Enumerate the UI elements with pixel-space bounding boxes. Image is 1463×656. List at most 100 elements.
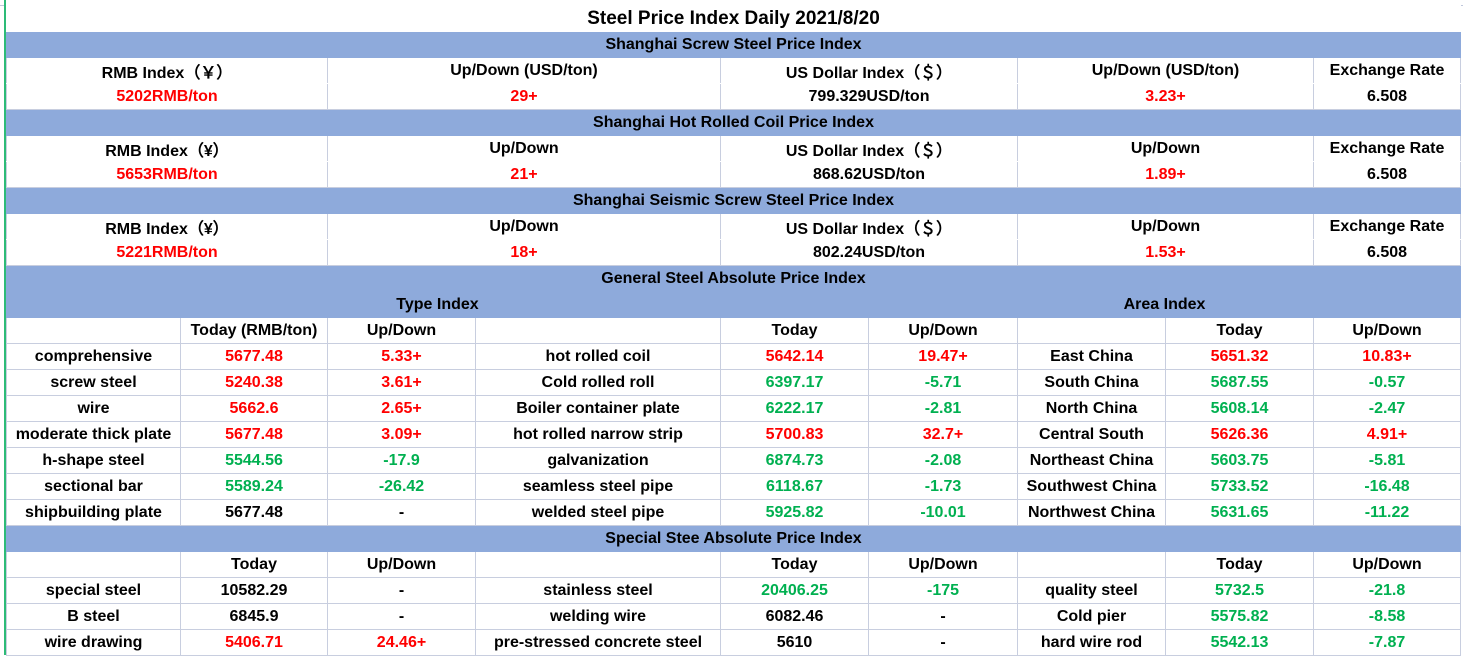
value-cell[interactable]: 21+ [327, 161, 721, 188]
sheet-title[interactable]: Steel Price Index Daily 2021/8/20 [6, 5, 1461, 32]
table-cell[interactable]: -1.73 [868, 473, 1018, 500]
column-label[interactable]: Exchange Rate [1313, 135, 1461, 162]
table-cell[interactable]: 19.47+ [868, 343, 1018, 370]
table-cell[interactable]: Northwest China [1017, 499, 1166, 526]
table-cell[interactable]: -0.57 [1313, 369, 1461, 396]
table-cell[interactable]: -175 [868, 577, 1018, 604]
value-cell[interactable]: 1.89+ [1017, 161, 1314, 188]
table-cell[interactable]: -2.81 [868, 395, 1018, 422]
value-cell[interactable]: 868.62USD/ton [720, 161, 1018, 188]
table-cell[interactable]: Boiler container plate [475, 395, 721, 422]
value-cell[interactable]: 6.508 [1313, 161, 1461, 188]
table-cell[interactable]: 5406.71 [180, 629, 328, 656]
table-cell[interactable]: South China [1017, 369, 1166, 396]
table-cell[interactable]: 20406.25 [720, 577, 869, 604]
table-cell[interactable]: Southwest China [1017, 473, 1166, 500]
table-cell[interactable]: shipbuilding plate [6, 499, 181, 526]
value-cell[interactable]: 5202RMB/ton [6, 83, 328, 110]
column-header[interactable]: Today [1165, 317, 1314, 344]
column-header[interactable]: Today [720, 551, 869, 578]
table-cell[interactable]: h-shape steel [6, 447, 181, 474]
table-cell[interactable]: Cold rolled roll [475, 369, 721, 396]
column-label[interactable]: RMB Index（¥） [6, 213, 328, 240]
value-cell[interactable]: 5653RMB/ton [6, 161, 328, 188]
table-cell[interactable]: -5.71 [868, 369, 1018, 396]
table-cell[interactable]: 5651.32 [1165, 343, 1314, 370]
column-label[interactable]: US Dollar Index（＄） [720, 135, 1018, 162]
value-cell[interactable]: 6.508 [1313, 83, 1461, 110]
table-cell[interactable]: North China [1017, 395, 1166, 422]
table-cell[interactable]: Northeast China [1017, 447, 1166, 474]
table-cell[interactable]: 5677.48 [180, 499, 328, 526]
column-label[interactable]: Exchange Rate [1313, 213, 1461, 240]
section-header[interactable]: Shanghai Hot Rolled Coil Price Index [6, 109, 1461, 136]
column-header[interactable] [6, 551, 181, 578]
column-header[interactable]: Today [180, 551, 328, 578]
table-cell[interactable]: 10582.29 [180, 577, 328, 604]
section-header[interactable]: Shanghai Screw Steel Price Index [6, 31, 1461, 58]
column-header[interactable]: Up/Down [327, 317, 476, 344]
column-header[interactable] [475, 551, 721, 578]
table-cell[interactable]: 2.65+ [327, 395, 476, 422]
section-header[interactable]: Special Stee Absolute Price Index [6, 525, 1461, 552]
column-label[interactable]: Up/Down (USD/ton) [327, 57, 721, 84]
column-header[interactable]: Up/Down [868, 551, 1018, 578]
column-label[interactable]: Exchange Rate [1313, 57, 1461, 84]
column-header[interactable]: Up/Down [1313, 317, 1461, 344]
table-cell[interactable]: East China [1017, 343, 1166, 370]
table-cell[interactable]: -8.58 [1313, 603, 1461, 630]
table-cell[interactable]: 5631.65 [1165, 499, 1314, 526]
table-cell[interactable]: -5.81 [1313, 447, 1461, 474]
table-cell[interactable]: 5575.82 [1165, 603, 1314, 630]
column-label[interactable]: Up/Down (USD/ton) [1017, 57, 1314, 84]
table-cell[interactable]: hard wire rod [1017, 629, 1166, 656]
table-cell[interactable]: welding wire [475, 603, 721, 630]
table-cell[interactable]: 5240.38 [180, 369, 328, 396]
table-cell[interactable]: 5626.36 [1165, 421, 1314, 448]
table-cell[interactable]: 5642.14 [720, 343, 869, 370]
table-cell[interactable]: -2.08 [868, 447, 1018, 474]
table-cell[interactable]: 5732.5 [1165, 577, 1314, 604]
table-cell[interactable]: 5687.55 [1165, 369, 1314, 396]
value-cell[interactable]: 6.508 [1313, 239, 1461, 266]
table-cell[interactable]: B steel [6, 603, 181, 630]
column-label[interactable]: US Dollar Index（＄） [720, 57, 1018, 84]
table-cell[interactable]: - [868, 629, 1018, 656]
table-cell[interactable]: 5603.75 [1165, 447, 1314, 474]
table-cell[interactable]: 32.7+ [868, 421, 1018, 448]
table-cell[interactable]: 6845.9 [180, 603, 328, 630]
table-cell[interactable]: wire drawing [6, 629, 181, 656]
value-cell[interactable]: 799.329USD/ton [720, 83, 1018, 110]
value-cell[interactable]: 18+ [327, 239, 721, 266]
column-header[interactable] [1017, 551, 1166, 578]
table-cell[interactable]: 3.61+ [327, 369, 476, 396]
table-cell[interactable]: - [327, 499, 476, 526]
table-cell[interactable]: -2.47 [1313, 395, 1461, 422]
column-label[interactable]: US Dollar Index（＄） [720, 213, 1018, 240]
table-cell[interactable]: Central South [1017, 421, 1166, 448]
table-cell[interactable]: 6118.67 [720, 473, 869, 500]
section-header[interactable]: Shanghai Seismic Screw Steel Price Index [6, 187, 1461, 214]
table-cell[interactable]: - [327, 577, 476, 604]
table-cell[interactable]: 5925.82 [720, 499, 869, 526]
column-header[interactable]: Up/Down [868, 317, 1018, 344]
table-cell[interactable]: comprehensive [6, 343, 181, 370]
table-cell[interactable]: -21.8 [1313, 577, 1461, 604]
column-label[interactable]: Up/Down [1017, 213, 1314, 240]
table-cell[interactable]: Cold pier [1017, 603, 1166, 630]
table-cell[interactable]: screw steel [6, 369, 181, 396]
table-cell[interactable]: seamless steel pipe [475, 473, 721, 500]
table-cell[interactable]: hot rolled narrow strip [475, 421, 721, 448]
value-cell[interactable]: 5221RMB/ton [6, 239, 328, 266]
column-label[interactable]: Up/Down [327, 135, 721, 162]
column-header[interactable] [6, 317, 181, 344]
table-cell[interactable]: galvanization [475, 447, 721, 474]
section-header[interactable]: General Steel Absolute Price Index [6, 265, 1461, 292]
table-cell[interactable]: 5677.48 [180, 343, 328, 370]
table-cell[interactable]: 5700.83 [720, 421, 869, 448]
table-cell[interactable]: 6222.17 [720, 395, 869, 422]
column-header[interactable]: Today [720, 317, 869, 344]
column-header[interactable]: Up/Down [1313, 551, 1461, 578]
column-label[interactable]: Up/Down [327, 213, 721, 240]
table-cell[interactable]: welded steel pipe [475, 499, 721, 526]
